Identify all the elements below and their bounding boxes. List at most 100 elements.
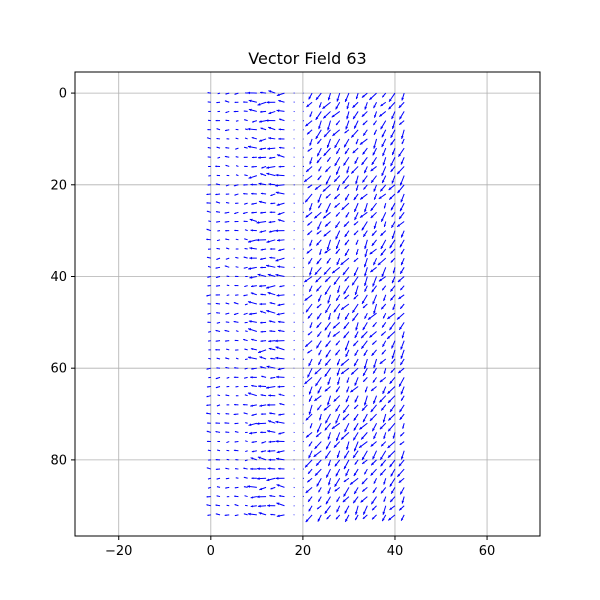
vector-arrow — [249, 431, 257, 435]
vector-arrow — [372, 147, 378, 156]
vector-arrow — [260, 340, 267, 343]
vector-arrow — [362, 129, 368, 136]
vector-arrow — [243, 156, 248, 159]
vector-arrow — [344, 129, 350, 134]
vector-arrow — [381, 267, 387, 278]
vector-arrow — [314, 377, 322, 387]
vector-arrow — [258, 120, 267, 123]
vector-arrow — [207, 285, 211, 287]
vector-arrow — [399, 404, 405, 413]
vector-arrow — [225, 312, 230, 315]
vector-arrow — [243, 101, 248, 103]
vector-arrow — [217, 394, 221, 397]
vector-arrow — [362, 505, 368, 515]
vector-arrow — [243, 256, 248, 259]
vector-arrow — [389, 404, 396, 413]
vector-arrow — [304, 340, 313, 348]
vector-arrow — [315, 111, 322, 121]
vector-arrow — [370, 386, 377, 392]
vector-arrow — [373, 120, 377, 126]
vector-arrow — [225, 413, 230, 415]
vector-arrow — [309, 111, 313, 118]
vector-arrow — [260, 321, 267, 324]
vector-arrow — [396, 166, 405, 175]
vector-arrow — [235, 349, 239, 351]
vector-arrow — [369, 413, 377, 422]
vector-arrow — [354, 514, 359, 521]
vector-arrow — [268, 183, 276, 186]
vector-arrow — [234, 211, 239, 215]
vector-arrow — [216, 367, 221, 369]
vector-arrow — [225, 321, 230, 323]
vector-arrow — [390, 157, 396, 167]
vector-arrow — [381, 166, 387, 177]
vector-arrow — [215, 165, 221, 168]
vector-arrow — [391, 212, 396, 218]
vector-arrow — [355, 184, 359, 191]
vector-arrow — [333, 441, 341, 448]
vector-arrow — [248, 108, 257, 112]
vector-arrow — [243, 184, 248, 186]
vector-arrow — [244, 229, 248, 232]
vector-arrow — [247, 356, 257, 360]
vector-arrow — [258, 200, 267, 204]
vector-arrow — [324, 505, 331, 515]
vector-arrow — [258, 284, 267, 288]
vector-arrow — [215, 458, 221, 461]
vector-arrow — [316, 257, 322, 265]
vector-arrow — [353, 193, 359, 201]
vector-arrow — [243, 266, 248, 269]
vector-arrow — [313, 450, 322, 458]
vector-arrow — [387, 441, 396, 449]
vector-arrow — [340, 257, 350, 266]
vector-arrow — [215, 183, 221, 186]
vector-arrow — [224, 129, 230, 132]
vector-arrow — [390, 468, 396, 477]
vector-arrow — [207, 321, 211, 323]
vector-arrow — [380, 459, 387, 467]
vector-arrow — [308, 358, 313, 367]
vector-arrow — [250, 496, 257, 499]
vector-arrow — [260, 394, 267, 397]
vector-arrow — [326, 514, 331, 520]
vector-arrow — [243, 338, 248, 342]
arrow-field — [205, 90, 405, 523]
vector-arrow — [332, 321, 341, 329]
vector-arrow — [244, 348, 248, 351]
vector-arrow — [206, 395, 211, 398]
vector-arrow — [207, 312, 211, 315]
vector-arrow — [335, 230, 341, 240]
vector-arrow — [399, 202, 405, 212]
vector-arrow — [216, 477, 221, 480]
vector-arrow — [343, 477, 350, 483]
vector-arrow — [389, 477, 396, 487]
vector-arrow — [342, 404, 350, 414]
vector-arrow — [352, 111, 359, 120]
vector-arrow — [216, 357, 221, 360]
vector-arrow — [245, 450, 248, 453]
vector-arrow — [317, 386, 322, 394]
vector-arrow — [381, 285, 387, 291]
vector-arrow — [324, 303, 331, 314]
vector-arrow — [250, 183, 257, 186]
vector-arrow — [371, 505, 377, 511]
vector-arrow — [242, 211, 248, 215]
vector-arrow — [318, 102, 322, 108]
vector-arrow — [278, 431, 285, 435]
vector-arrow — [257, 504, 267, 508]
vector-arrow — [373, 358, 378, 369]
vector-arrow — [315, 459, 322, 467]
vector-arrow — [215, 193, 221, 196]
vector-arrow — [361, 156, 368, 166]
vector-arrow — [325, 441, 331, 450]
vector-arrow — [269, 494, 276, 498]
vector-arrow — [257, 467, 267, 471]
vector-arrow — [333, 193, 341, 200]
vector-arrow — [242, 403, 248, 406]
vector-arrow — [353, 257, 359, 263]
chart-title: Vector Field 63 — [248, 49, 366, 68]
vector-arrow — [324, 358, 331, 366]
vector-arrow — [323, 147, 331, 157]
vector-arrow — [383, 496, 387, 503]
vector-arrow — [372, 377, 377, 383]
